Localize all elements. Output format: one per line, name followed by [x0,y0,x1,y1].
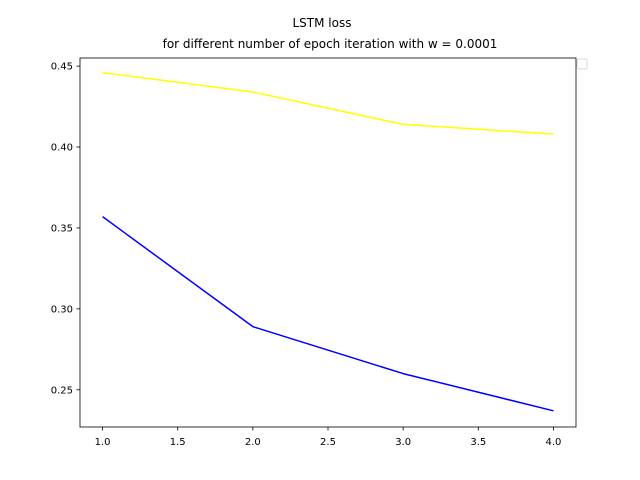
legend-box [576,58,588,70]
x-tick-label: 1.5 [170,437,186,448]
axes-frame [79,57,577,428]
x-tick-label: 3.5 [470,437,486,448]
series-line-2 [102,216,554,412]
chart-subtitle: for different number of epoch iteration … [163,37,498,51]
x-tick-label: 3.0 [395,437,411,448]
y-tick-label: 0.30 [51,304,73,315]
chart-title: LSTM loss [293,16,352,30]
series-line-1 [102,71,554,135]
y-tick-label: 0.40 [51,143,73,154]
y-tick-label: 0.25 [51,385,73,396]
x-tick-label: 2.0 [245,437,261,448]
plot-area: 1.0 1.5 2.0 2.5 3.0 3.5 4.0 0.25 0.30 0.35 0.40 0.4… [51,57,588,448]
y-tick-label: 0.35 [51,223,73,234]
y-tick-label: 0.45 [51,62,73,73]
x-tick-label: 4.0 [546,437,562,448]
x-tick-label: 1.0 [95,437,111,448]
x-tick-label: 2.5 [320,437,336,448]
